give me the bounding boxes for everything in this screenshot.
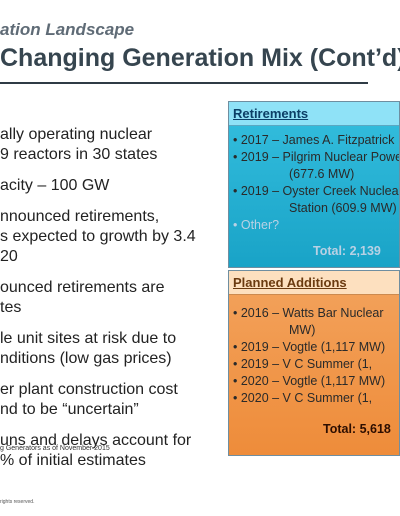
- list-item: • 2016 – Watts Bar Nuclear: [233, 306, 384, 320]
- bullet-item: er plant construction cost nd to be “unc…: [0, 380, 225, 420]
- section-kicker: ation Landscape: [0, 20, 135, 39]
- list-item: MW): [289, 323, 316, 337]
- bullet-item: uns and delays account for % of initial …: [0, 431, 225, 471]
- planned-additions-total: Total: 5,618: [323, 422, 391, 436]
- list-item: • 2017 – James A. Fitzpatrick: [233, 133, 395, 147]
- list-item: • Other?: [233, 218, 280, 232]
- slide-title: Changing Generation Mix (Cont’d): [0, 44, 400, 72]
- list-item: • 2019 – Vogtle (1,117 MW): [233, 340, 386, 354]
- bullet-line: acity – 100 GW: [0, 177, 110, 194]
- list-item: • 2019 – Pilgrim Nuclear Power: [233, 150, 400, 164]
- bullet-line: 9 reactors in 30 states: [0, 146, 158, 163]
- bullet-line: nditions (low gas prices): [0, 350, 172, 367]
- copyright-text: rights reserved.: [0, 499, 35, 505]
- bullet-item: acity – 100 GW: [0, 176, 225, 196]
- retirements-title: Retirements: [229, 102, 399, 126]
- bullet-line: % of initial estimates: [0, 452, 146, 469]
- list-item: • 2019 – V C Summer (1,: [233, 357, 373, 371]
- bullet-item: le unit sites at risk due to nditions (l…: [0, 329, 225, 369]
- bullet-line: ally operating nuclear: [0, 126, 153, 143]
- bullet-line: 20: [0, 248, 18, 265]
- list-item: • 2019 – Oyster Creek Nuclear: [233, 184, 400, 198]
- bullet-line: s expected to growth by 3.4: [0, 228, 196, 245]
- bullet-line: le unit sites at risk due to: [0, 330, 177, 347]
- planned-additions-list: • 2016 – Watts Bar Nuclear MW) • 2019 – …: [229, 295, 399, 407]
- retirements-box: Retirements • 2017 – James A. Fitzpatric…: [228, 101, 400, 268]
- bullet-line: nnounced retirements,: [0, 208, 160, 225]
- bullet-item: ounced retirements are tes: [0, 278, 225, 318]
- bullet-line: tes: [0, 299, 22, 316]
- list-item: • 2020 – V C Summer (1,: [233, 391, 373, 405]
- bullet-line: nd to be “uncertain”: [0, 401, 139, 418]
- retirements-total: Total: 2,139: [313, 244, 381, 258]
- title-divider: [0, 82, 368, 84]
- list-item: Station (609.9 MW): [289, 201, 397, 215]
- footnote: g Generators as of November 2015: [0, 445, 110, 452]
- list-item: • 2020 – Vogtle (1,117 MW): [233, 374, 386, 388]
- planned-additions-box: Planned Additions • 2016 – Watts Bar Nuc…: [228, 270, 400, 456]
- planned-additions-title: Planned Additions: [229, 271, 399, 295]
- bullet-list: ally operating nuclear 9 reactors in 30 …: [0, 125, 225, 482]
- list-item: (677.6 MW): [289, 167, 355, 181]
- retirements-list: • 2017 – James A. Fitzpatrick • 2019 – P…: [229, 126, 399, 234]
- bullet-item: nnounced retirements, s expected to grow…: [0, 207, 225, 267]
- bullet-line: uns and delays account for: [0, 432, 192, 449]
- bullet-item: ally operating nuclear 9 reactors in 30 …: [0, 125, 225, 165]
- bullet-line: er plant construction cost: [0, 381, 178, 398]
- bullet-line: ounced retirements are: [0, 279, 165, 296]
